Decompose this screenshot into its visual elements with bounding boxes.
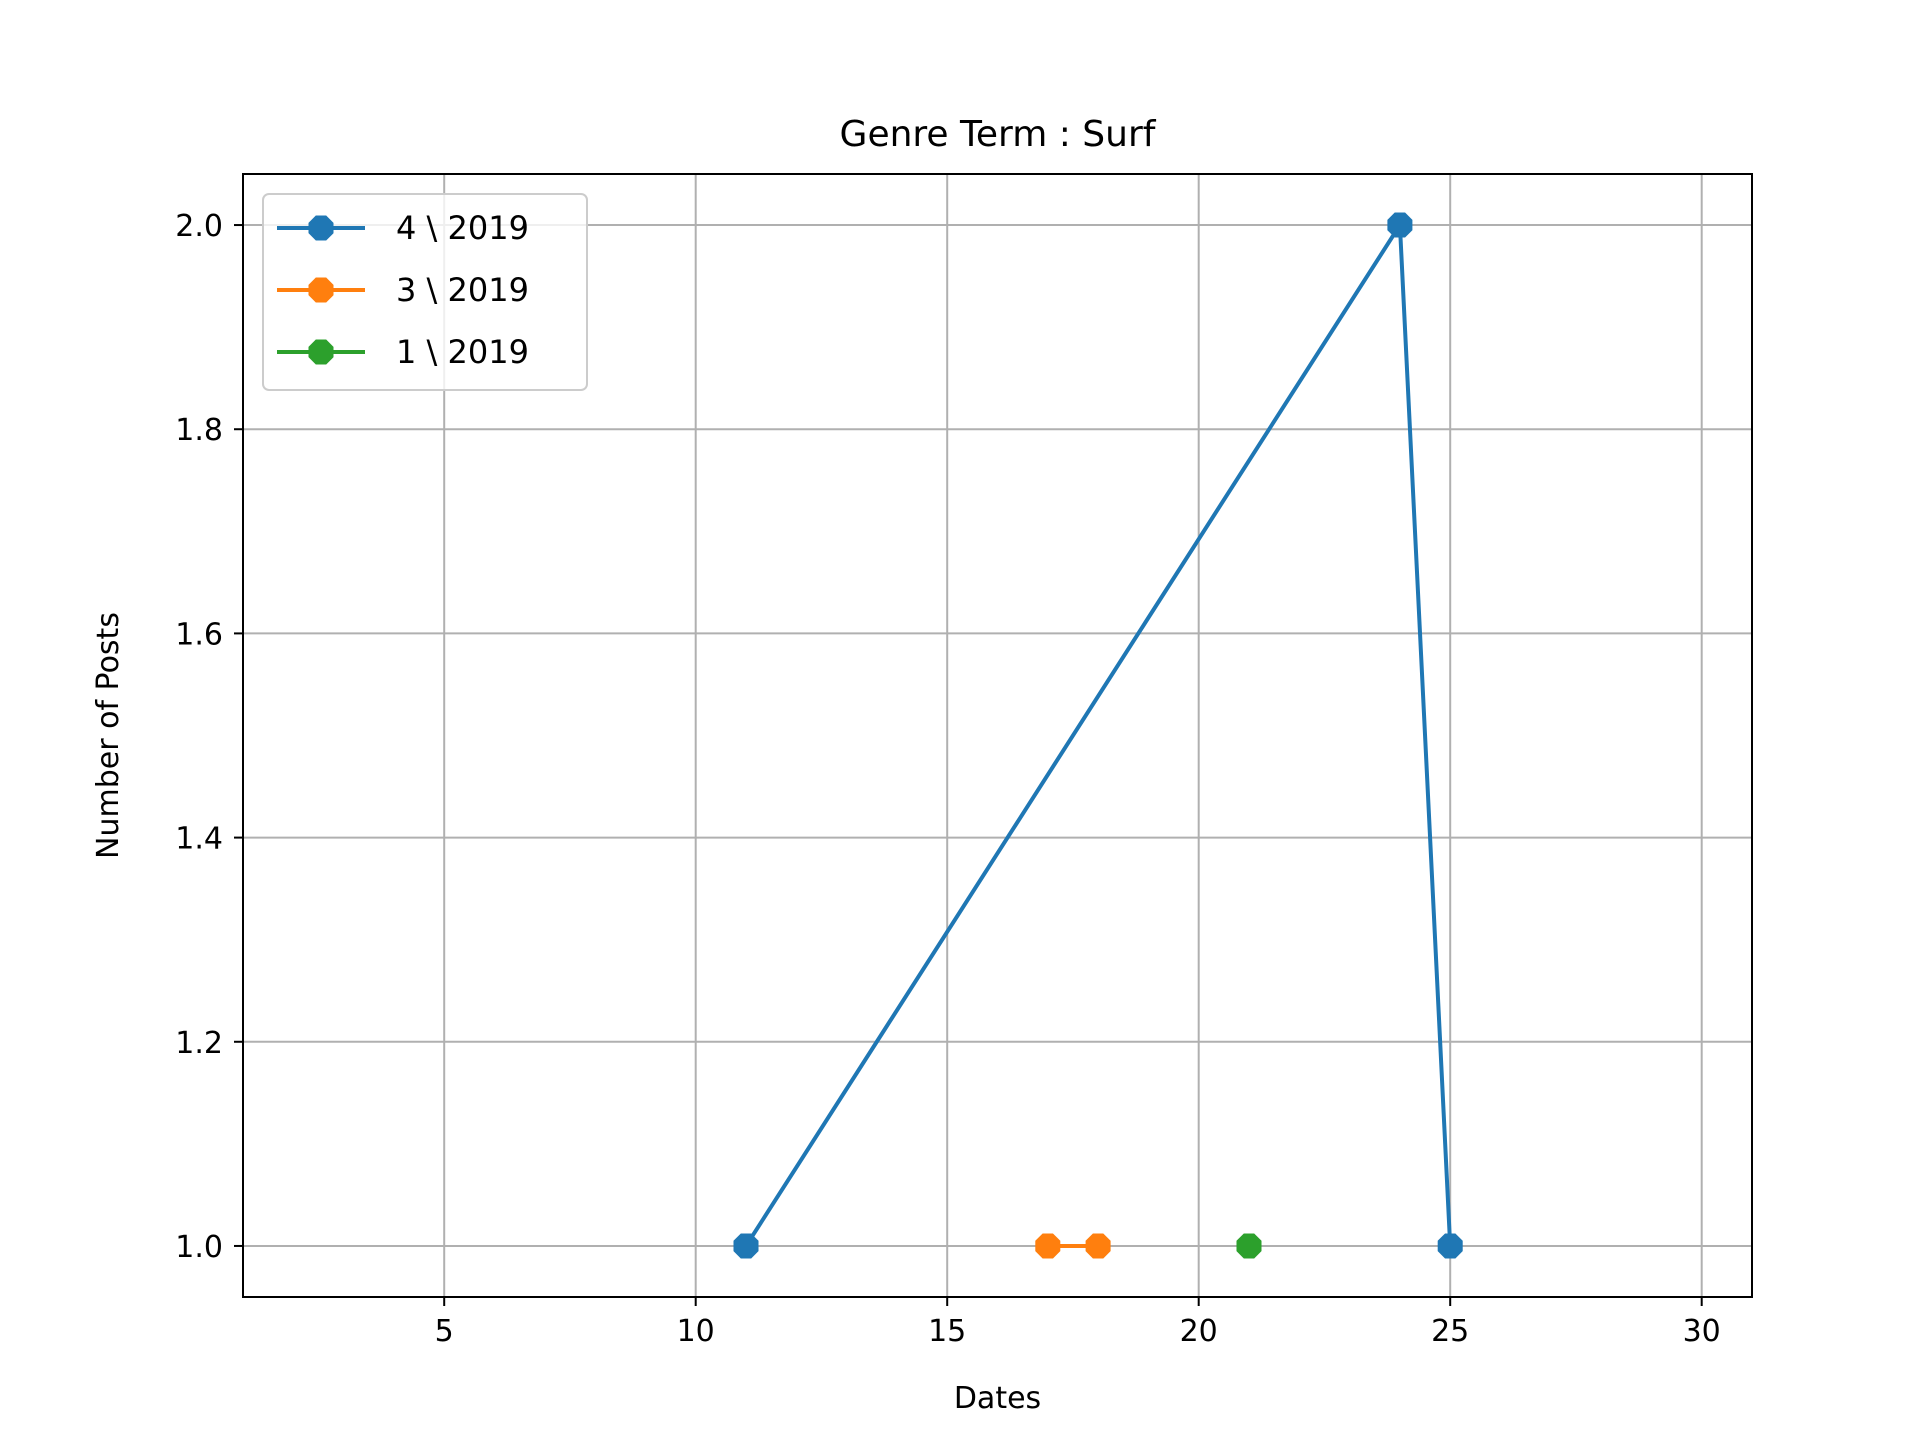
x-tick-label: 5 (435, 1314, 454, 1349)
data-point (1035, 1233, 1061, 1259)
data-point (733, 1233, 759, 1259)
axes-frame (242, 173, 1753, 1298)
x-axis-label: Dates (954, 1381, 1041, 1416)
series-1-2019 (1236, 1233, 1262, 1259)
legend-label: 4 \ 2019 (396, 209, 529, 247)
ticks: 5 10 15 20 25 30 1.0 1.2 1.4 1.6 1.8 2.0 (175, 209, 1721, 1349)
y-tick-label: 1.2 (175, 1026, 223, 1061)
legend-label: 1 \ 2019 (396, 333, 529, 371)
y-tick-label: 1.4 (175, 822, 223, 857)
x-tick-label: 25 (1431, 1314, 1469, 1349)
data-point (1437, 1233, 1463, 1259)
legend-marker (308, 339, 334, 365)
series-4-2019 (733, 212, 1463, 1259)
chart-title: Genre Term : Surf (840, 114, 1157, 155)
y-tick-label: 1.6 (175, 617, 223, 652)
data-point (1387, 212, 1413, 238)
legend-box (262, 193, 588, 391)
y-tick-label: 1.8 (175, 413, 223, 448)
legend-marker (308, 215, 334, 241)
y-axis-label: Number of Posts (91, 612, 126, 859)
grid-lines (243, 174, 1752, 1297)
x-tick-label: 20 (1180, 1314, 1218, 1349)
series-3-2019 (1035, 1233, 1111, 1259)
legend-label: 3 \ 2019 (396, 271, 529, 309)
x-tick-label: 10 (677, 1314, 715, 1349)
data-point (1085, 1233, 1111, 1259)
y-tick-label: 2.0 (175, 209, 223, 244)
legend-marker (308, 277, 334, 303)
y-tick-label: 1.0 (175, 1230, 223, 1265)
data-point (1236, 1233, 1262, 1259)
x-tick-label: 15 (928, 1314, 966, 1349)
series-layer (733, 212, 1463, 1259)
legend: 4 \ 2019 3 \ 2019 1 \ 2019 (262, 193, 588, 391)
x-tick-label: 30 (1683, 1314, 1721, 1349)
